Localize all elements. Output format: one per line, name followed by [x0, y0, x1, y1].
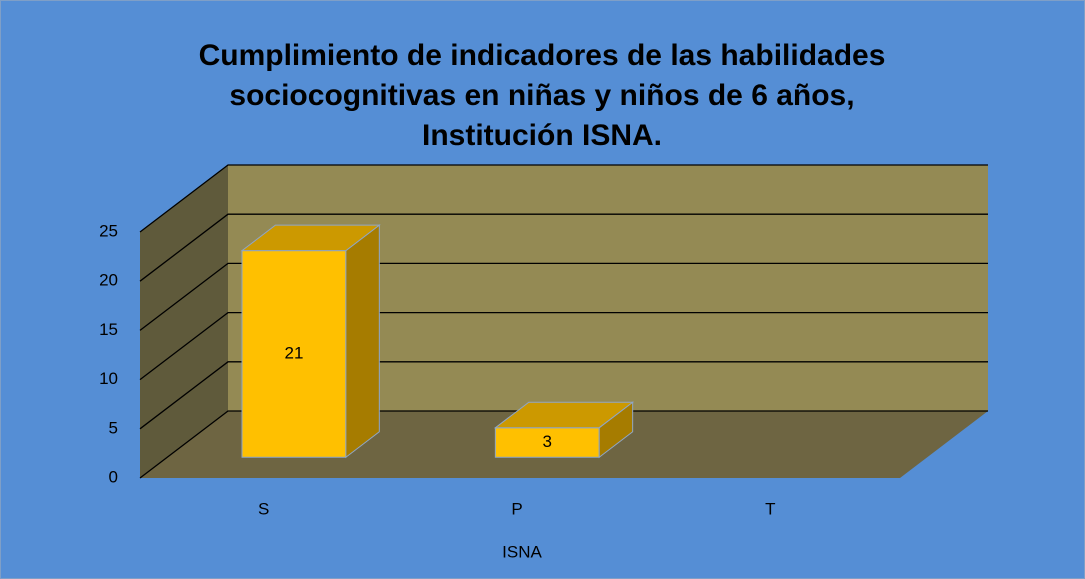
y-tick-label: 0	[109, 467, 118, 486]
bar-top	[493, 401, 635, 429]
grid-line	[139, 361, 988, 430]
y-tick-label: 5	[109, 418, 118, 437]
chart-title: Cumplimiento de indicadores de las habil…	[199, 39, 886, 152]
bar	[240, 224, 381, 459]
y-tick-label: 25	[99, 221, 118, 240]
grid-line	[139, 311, 988, 381]
x-axis-title: ISNA	[502, 542, 542, 561]
side-wall	[140, 165, 228, 478]
grid-line	[139, 410, 988, 479]
y-tick-label: 20	[99, 271, 118, 290]
bar	[493, 401, 635, 459]
x-tick-label: T	[765, 499, 775, 518]
grid-line	[139, 164, 988, 233]
bar-side	[345, 224, 380, 459]
x-tick-label: P	[511, 499, 522, 518]
grid-line	[139, 213, 988, 282]
x-tick-label: S	[258, 499, 269, 518]
y-tick-label: 15	[99, 320, 118, 339]
grid-line	[139, 262, 988, 331]
data-label: 3	[543, 432, 552, 451]
back-wall	[228, 165, 988, 411]
y-tick-label: 10	[99, 369, 118, 388]
bar-top	[240, 224, 381, 252]
data-label: 21	[284, 343, 303, 362]
